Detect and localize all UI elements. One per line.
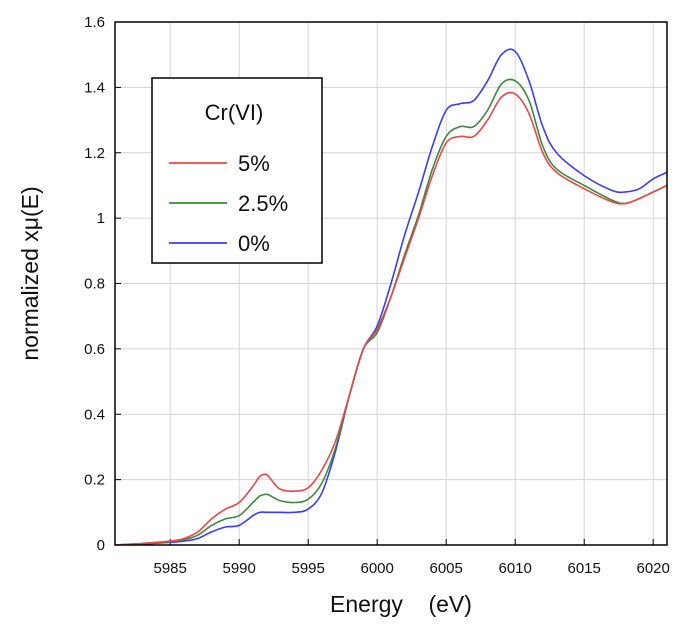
y-tick-label: 1.4 xyxy=(84,79,105,96)
y-tick-label: 1.6 xyxy=(84,14,105,31)
x-tick-label: 6005 xyxy=(430,560,463,577)
x-tick-label: 6015 xyxy=(568,560,601,577)
legend-label: 2.5% xyxy=(238,191,288,216)
y-axis-title: normalized xμ(E) xyxy=(17,186,43,360)
x-tick-label: 6010 xyxy=(499,560,532,577)
x-tick-label: 5995 xyxy=(292,560,325,577)
y-tick-label: 0.8 xyxy=(84,276,105,293)
y-tick-label: 0.6 xyxy=(84,341,105,358)
plot-frame xyxy=(114,21,668,546)
x-tick-label: 5985 xyxy=(154,560,187,577)
legend-label: 5% xyxy=(238,151,270,176)
series-line-5 xyxy=(115,91,667,545)
legend-title: Cr(VI) xyxy=(205,100,264,125)
series-line-0 xyxy=(115,48,667,545)
y-tick-label: 1 xyxy=(97,210,105,227)
tick-labels: 5985 5990 5995 6000 6005 6010 6015 6020 0 0.2 0.4 0… xyxy=(84,14,670,577)
legend-box xyxy=(151,77,323,264)
y-tick-label: 0.2 xyxy=(84,472,105,489)
x-tick-label: 6000 xyxy=(361,560,394,577)
legend-entries: 5% 2.5% 0% xyxy=(169,151,288,256)
y-tick-label: 0.4 xyxy=(84,406,105,423)
series-lines xyxy=(115,48,667,545)
series-line-25 xyxy=(115,78,667,545)
legend: Cr(VI) 5% 2.5% 0% xyxy=(151,77,323,264)
x-tick-label: 5990 xyxy=(223,560,256,577)
legend-label: 0% xyxy=(238,231,270,256)
y-tick-label: 0 xyxy=(97,537,105,554)
x-tick-label: 6020 xyxy=(637,560,670,577)
y-tick-label: 1.2 xyxy=(84,145,105,162)
x-axis-title: Energy (eV) xyxy=(330,591,472,617)
